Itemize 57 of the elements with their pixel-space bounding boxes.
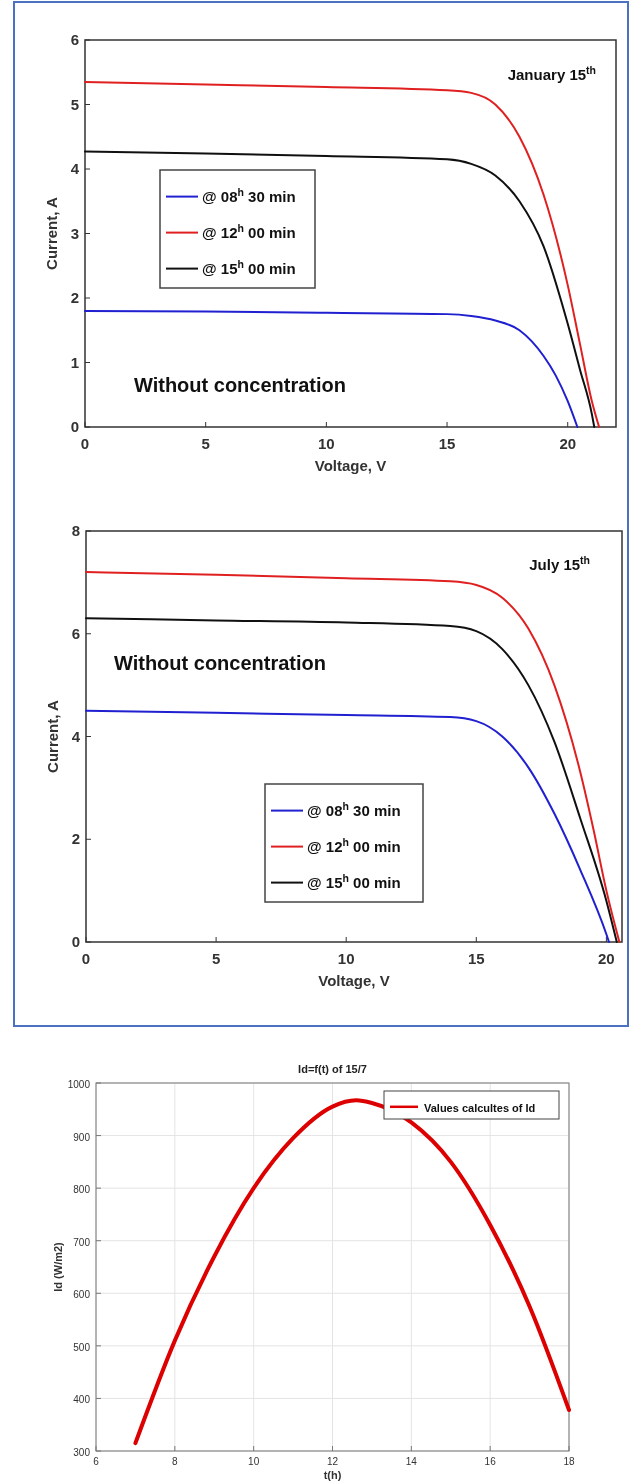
x-tick-label: 14 [405,1456,418,1467]
y-tick-label: 6 [70,31,79,48]
x-tick-label: 8 [172,1456,179,1467]
x-tick-label: 15 [438,435,456,452]
y-tick-label: 4 [70,160,80,177]
x-tick-label: 18 [563,1456,575,1467]
x-tick-label: 10 [337,950,355,967]
legend-label: @ 15$^{h}$ 00 min [202,257,296,277]
legend-label: @ 15$^{h}$ 00 min [307,871,401,891]
y-tick-label: 2 [71,830,80,848]
x-tick-label: 6 [93,1456,100,1467]
y-tick-label: 2 [70,289,79,306]
y-tick-label: 800 [73,1184,91,1196]
y-tick-label: 5 [70,95,79,113]
line-series [84,309,579,428]
y-tick-label: 8 [71,522,80,539]
x-tick-label: 20 [559,435,577,452]
annotation: Without concentration [133,374,347,396]
line-series [84,150,596,428]
y-tick-label: 0 [70,418,79,435]
annotation: July 15$^{th}$ [529,554,590,573]
legend-label: @ 08$^{h}$ 30 min [202,185,296,205]
y-tick-label: 900 [73,1131,91,1143]
y-tick-label: 700 [73,1236,91,1248]
x-tick-label: 12 [326,1456,339,1467]
y-axis-title: Id (W/m2) [52,1241,64,1292]
y-tick-label: 600 [73,1289,91,1301]
line-series [133,1098,571,1446]
y-tick-label: 300 [73,1447,91,1458]
y-axis-title: Current, A [43,196,60,270]
y-tick-label: 0 [71,933,80,950]
legend-label: @ 08$^{h}$ 30 min [307,799,401,819]
x-axis-title: Voltage, V [318,972,390,989]
x-axis-title: t(h) [323,1469,342,1481]
legend-label: @ 12$^{h}$ 00 min [202,221,296,241]
y-tick-label: 3 [70,224,79,242]
annotation: January 15$^{th}$ [507,64,596,83]
x-tick-label: 10 [318,435,335,452]
x-tick-label: 16 [484,1456,497,1467]
y-tick-label: 6 [71,624,80,642]
x-tick-label: 10 [248,1456,260,1467]
line-series [85,709,610,943]
x-axis-title: Voltage, V [314,457,387,474]
y-tick-label: 4 [71,727,81,745]
y-axis-title: Current, A [44,699,61,773]
y-tick-label: 400 [73,1394,91,1406]
legend-label: Values calcultes of Id [424,1101,536,1114]
x-tick-label: 5 [201,435,210,452]
x-tick-label: 15 [467,950,485,967]
y-tick-label: 1 [70,353,79,371]
x-tick-label: 5 [211,950,221,967]
chart-title: Id=f(t) of 15/7 [298,1063,367,1075]
y-tick-label: 1000 [67,1079,91,1090]
y-tick-label: 500 [73,1341,91,1353]
legend-label: @ 12$^{h}$ 00 min [307,835,401,855]
annotation: Without concentration [113,652,327,674]
x-tick-label: 20 [598,950,615,967]
